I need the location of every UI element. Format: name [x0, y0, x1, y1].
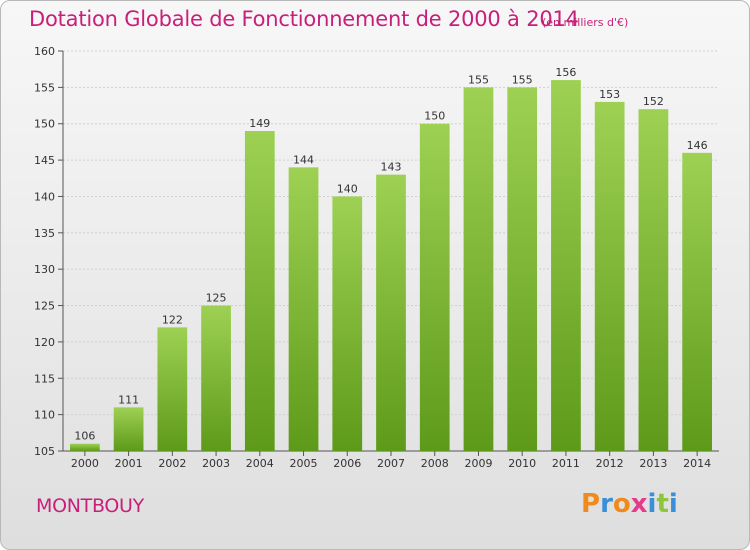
data-label: 106 [74, 430, 95, 443]
x-tick-label: 2008 [421, 457, 449, 470]
y-tick-label: 120 [34, 336, 55, 349]
y-tick-label: 110 [34, 409, 55, 422]
data-label: 146 [687, 139, 708, 152]
data-label: 153 [599, 88, 620, 101]
x-tick-label: 2009 [464, 457, 492, 470]
data-label: 122 [162, 313, 183, 326]
x-tick-label: 2012 [596, 457, 624, 470]
x-tick-label: 2001 [115, 457, 143, 470]
data-label: 149 [249, 117, 270, 130]
commune-name: MONTBOUY [36, 495, 144, 517]
bar [682, 152, 713, 451]
x-tick-label: 2002 [158, 457, 186, 470]
bar [332, 196, 363, 451]
y-tick-label: 145 [34, 154, 55, 167]
data-label: 155 [468, 73, 489, 86]
data-label: 111 [118, 393, 139, 406]
logo-letter: i [647, 489, 657, 519]
y-tick-label: 160 [34, 45, 55, 58]
data-label: 152 [643, 95, 664, 108]
y-tick-label: 155 [34, 81, 55, 94]
data-label: 156 [555, 66, 576, 79]
chart-title: Dotation Globale de Fonctionnement de 20… [29, 7, 579, 31]
y-tick-label: 135 [34, 227, 55, 240]
bar [463, 87, 494, 451]
bar [201, 305, 231, 451]
bar [419, 123, 450, 452]
data-label: 155 [512, 73, 533, 86]
bar [157, 327, 188, 451]
proxiti-logo: Proxiti [581, 489, 678, 519]
logo-letter: r [600, 489, 613, 519]
x-tick-label: 2007 [377, 457, 405, 470]
x-tick-label: 2004 [246, 457, 274, 470]
chart-subtitle: (en milliers d'€) [542, 16, 629, 29]
logo-letter: i [668, 489, 678, 519]
bar [376, 174, 406, 452]
bar [594, 101, 625, 451]
x-tick-label: 2010 [508, 457, 536, 470]
data-label: 143 [381, 161, 402, 174]
bar [69, 443, 100, 451]
bar [288, 167, 319, 451]
data-label: 140 [337, 182, 358, 195]
x-tick-label: 2005 [290, 457, 318, 470]
logo-letter: P [581, 489, 601, 519]
bar [638, 109, 669, 451]
y-tick-label: 150 [34, 118, 55, 131]
x-tick-label: 2014 [683, 457, 711, 470]
data-label: 144 [293, 153, 314, 166]
data-label: 125 [206, 292, 227, 305]
bar [244, 131, 275, 451]
bar [113, 407, 144, 451]
y-tick-label: 105 [34, 445, 55, 458]
x-tick-label: 2013 [639, 457, 667, 470]
logo-letter: t [656, 489, 669, 519]
y-tick-label: 140 [34, 190, 55, 203]
x-tick-label: 2000 [71, 457, 99, 470]
x-tick-label: 2011 [552, 457, 580, 470]
y-tick-label: 130 [34, 263, 55, 276]
bar [551, 80, 581, 451]
y-tick-label: 125 [34, 300, 55, 313]
bar [507, 87, 538, 451]
data-label: 150 [424, 110, 445, 123]
x-tick-label: 2003 [202, 457, 230, 470]
y-tick-label: 115 [34, 372, 55, 385]
logo-letter: o [612, 489, 631, 519]
logo-letter: x [630, 489, 648, 519]
x-tick-label: 2006 [333, 457, 361, 470]
